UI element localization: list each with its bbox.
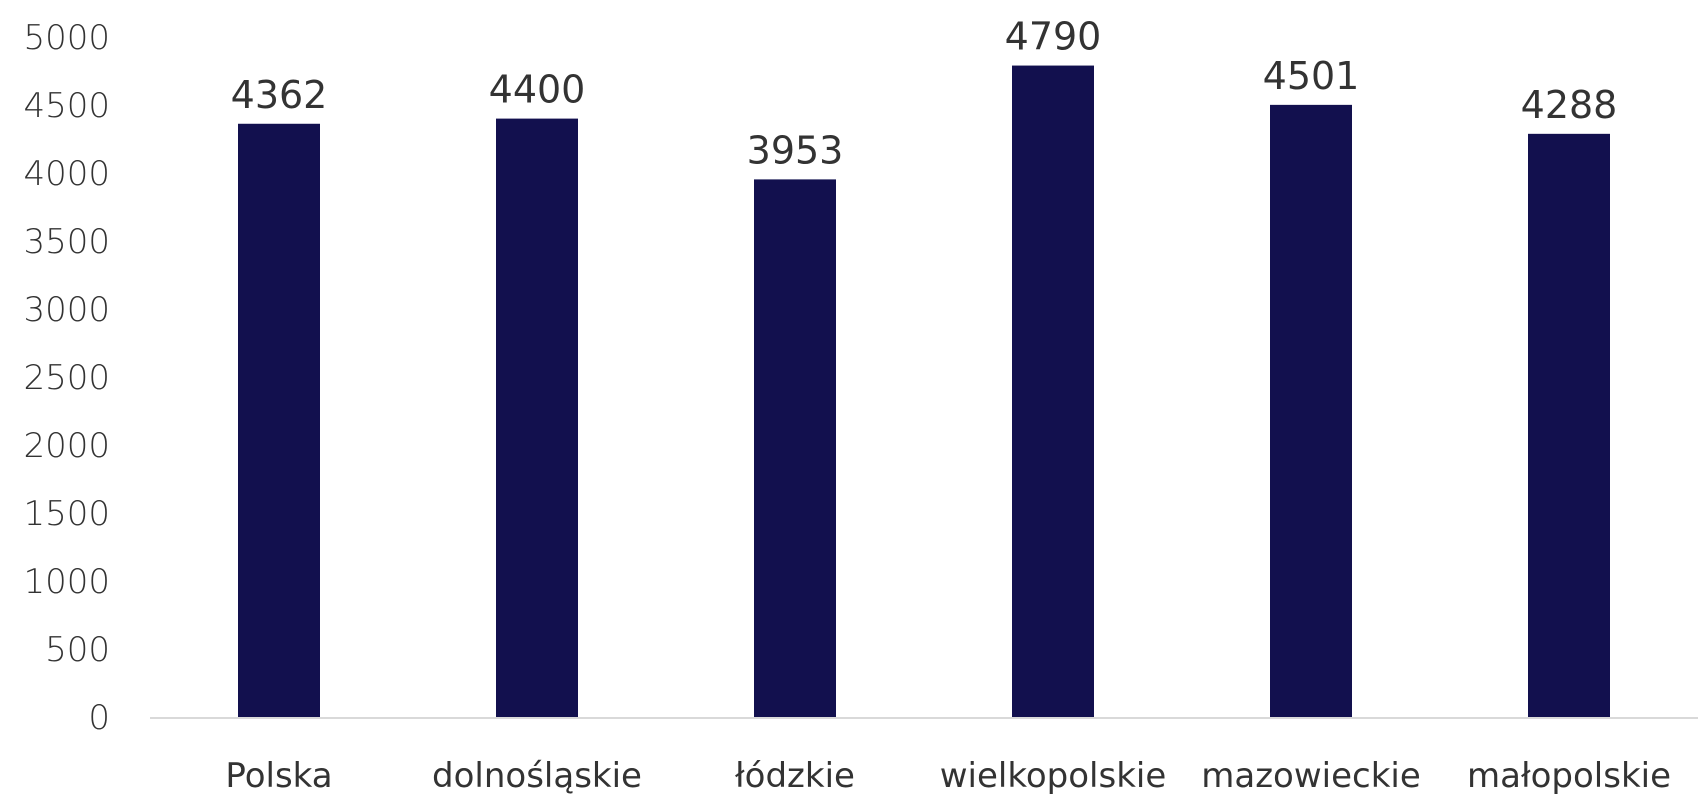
x-category-label: łódzkie bbox=[735, 756, 855, 795]
bars bbox=[238, 65, 1610, 718]
y-tick-label: 3000 bbox=[23, 290, 110, 330]
bar-value-label: 4400 bbox=[489, 68, 586, 112]
y-tick-label: 1000 bbox=[23, 562, 110, 602]
x-category-label: wielkopolskie bbox=[940, 756, 1167, 795]
y-tick-label: 0 bbox=[88, 698, 110, 738]
y-tick-label: 4500 bbox=[23, 86, 110, 126]
bar-value-label: 3953 bbox=[747, 128, 844, 172]
bar bbox=[238, 123, 320, 717]
x-category-label: małopolskie bbox=[1467, 756, 1671, 795]
bar-value-label: 4501 bbox=[1263, 54, 1360, 98]
x-category-label: Polska bbox=[225, 756, 332, 795]
bar-value-label: 4288 bbox=[1521, 83, 1618, 127]
bar bbox=[754, 179, 836, 718]
bar bbox=[1528, 133, 1610, 717]
y-axis: 0 500 1000 1500 2000 2500 3000 3500 4000 4500 5000 bbox=[23, 18, 110, 738]
bar bbox=[1270, 104, 1352, 717]
bar bbox=[496, 118, 578, 718]
x-category-label: mazowieckie bbox=[1201, 756, 1421, 795]
y-tick-label: 2000 bbox=[23, 426, 110, 466]
data-labels: 4362 4400 3953 4790 4501 4288 bbox=[231, 15, 1618, 173]
y-tick-label: 5000 bbox=[23, 18, 110, 58]
y-tick-label: 3500 bbox=[23, 222, 110, 262]
y-tick-label: 1500 bbox=[23, 494, 110, 534]
y-tick-label: 4000 bbox=[23, 154, 110, 194]
bar bbox=[1012, 65, 1094, 717]
x-category-label: dolnośląskie bbox=[432, 756, 642, 795]
bar-value-label: 4362 bbox=[231, 73, 328, 117]
x-axis: Polska dolnośląskie łódzkie wielkopolskie ma… bbox=[150, 717, 1698, 795]
y-tick-label: 2500 bbox=[23, 358, 110, 398]
y-tick-label: 500 bbox=[45, 630, 110, 670]
bar-value-label: 4790 bbox=[1005, 15, 1102, 59]
